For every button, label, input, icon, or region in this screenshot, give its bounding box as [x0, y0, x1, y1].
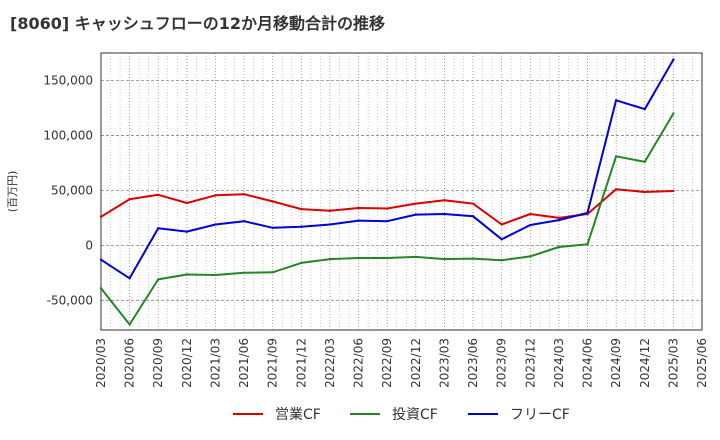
x-tick-label: 2025/06 [695, 338, 709, 388]
x-tick-label: 2020/06 [123, 338, 137, 388]
data-point [300, 225, 303, 228]
data-point [242, 271, 246, 275]
data-point [529, 255, 532, 258]
data-point [414, 255, 418, 259]
data-point [500, 238, 503, 241]
data-point [300, 261, 303, 265]
plot-frame [100, 52, 703, 331]
data-point [672, 112, 675, 115]
data-point [414, 213, 418, 216]
data-point [242, 193, 246, 196]
data-point [242, 219, 246, 223]
y-axis-label: (百万円) [6, 171, 19, 213]
data-point [529, 223, 532, 227]
data-point [500, 259, 503, 262]
x-tick-label: 2023/12 [523, 338, 537, 388]
x-tick-label: 2021/03 [208, 338, 222, 388]
x-tick-label: 2022/12 [409, 338, 423, 388]
data-point [185, 230, 189, 233]
data-point [271, 200, 274, 203]
data-point [643, 190, 646, 194]
data-point [300, 207, 303, 211]
data-point [672, 189, 675, 193]
data-point [157, 227, 160, 230]
data-point [586, 211, 589, 215]
legend-label: 投資CF [392, 407, 438, 423]
y-tick-label: -50,000 [47, 293, 93, 307]
data-point [271, 271, 274, 274]
x-tick-label: 2023/03 [437, 338, 451, 388]
data-point [443, 199, 446, 202]
x-tick-label: 2024/06 [581, 338, 595, 388]
x-tick-label: 2022/09 [380, 338, 394, 388]
data-point [357, 206, 360, 210]
data-point [529, 212, 532, 216]
data-point [643, 160, 646, 164]
data-point [586, 243, 589, 246]
data-point [157, 193, 160, 196]
data-point [185, 201, 189, 205]
data-point [471, 215, 475, 218]
data-point [614, 99, 618, 102]
data-point [99, 215, 103, 218]
data-point [357, 256, 360, 260]
x-tick-label: 2024/12 [638, 338, 652, 388]
data-point [414, 202, 418, 205]
data-point [557, 216, 561, 220]
x-tick-label: 2020/03 [94, 338, 108, 388]
y-tick-label: 150,000 [43, 73, 93, 87]
data-point [271, 226, 274, 229]
data-point [328, 209, 332, 212]
data-point [614, 155, 618, 158]
x-tick-label: 2021/09 [266, 338, 280, 388]
data-point [557, 245, 561, 249]
data-point [99, 287, 103, 290]
data-point [214, 273, 217, 277]
x-tick-label: 2021/06 [237, 338, 251, 388]
data-point [471, 202, 475, 205]
x-tick-label: 2023/09 [495, 338, 509, 388]
data-point [128, 277, 131, 280]
data-point [385, 219, 389, 223]
x-tick-label: 2020/12 [180, 338, 194, 388]
data-point [385, 207, 389, 210]
legend-label: フリーCF [510, 407, 570, 423]
data-point [99, 258, 103, 261]
y-tick-label: 0 [85, 238, 93, 252]
chart-title: [8060] キャッシュフローの12か月移動合計の推移 [10, 14, 385, 33]
x-tick-label: 2024/03 [552, 338, 566, 388]
data-point [214, 194, 217, 197]
x-tick-label: 2025/03 [666, 338, 680, 388]
data-point [185, 273, 189, 276]
data-point [443, 212, 446, 216]
x-tick-label: 2024/09 [609, 338, 623, 388]
data-point [672, 58, 675, 61]
x-tick-label: 2023/06 [466, 338, 480, 388]
y-tick-label: 50,000 [51, 183, 93, 197]
x-tick-label: 2020/09 [151, 338, 165, 388]
data-point [500, 223, 503, 226]
data-point [128, 323, 131, 326]
data-point [357, 219, 360, 222]
data-point [128, 197, 131, 201]
data-point [643, 107, 646, 111]
legend-label: 営業CF [275, 407, 321, 423]
data-point [557, 218, 561, 222]
data-point [214, 223, 217, 226]
x-tick-label: 2022/06 [352, 338, 366, 388]
x-tick-label: 2022/03 [323, 338, 337, 388]
data-point [385, 256, 389, 260]
data-point [614, 188, 618, 191]
y-tick-label: 100,000 [43, 128, 93, 142]
x-tick-label: 2021/12 [294, 338, 308, 388]
data-point [328, 257, 332, 261]
data-point [157, 278, 160, 281]
data-point [443, 257, 446, 261]
data-point [471, 257, 475, 260]
data-point [328, 223, 332, 226]
